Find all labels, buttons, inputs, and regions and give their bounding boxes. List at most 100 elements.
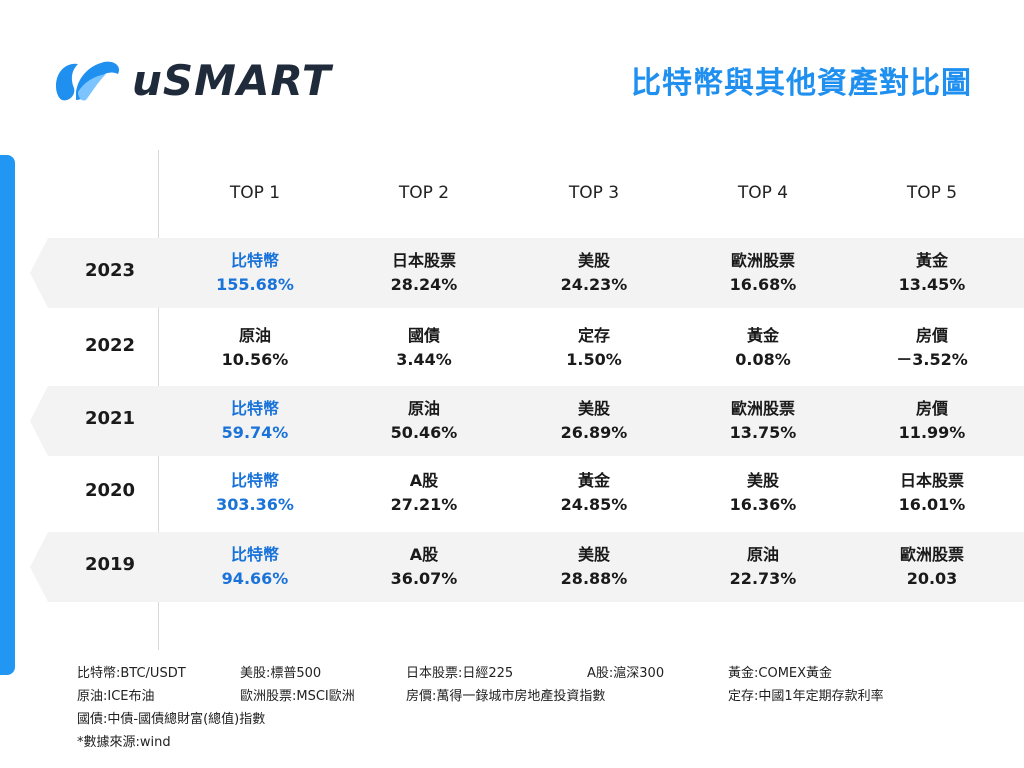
table-cell: A股 27.21%	[349, 469, 499, 517]
asset-name: 比特幣	[230, 251, 279, 270]
table-cell: 房價 －3.52%	[857, 324, 1007, 372]
asset-return: 24.23%	[560, 275, 628, 294]
asset-return: 13.45%	[898, 275, 966, 294]
asset-name: 歐洲股票	[899, 545, 964, 564]
asset-name: 比特幣	[230, 399, 279, 418]
asset-return: 50.46%	[390, 423, 458, 442]
asset-return: 22.73%	[729, 569, 797, 588]
table-cell: 歐洲股票 13.75%	[688, 397, 838, 445]
asset-name: 房價	[915, 399, 948, 418]
asset-return: 26.89%	[560, 423, 628, 442]
asset-name: 黃金	[915, 251, 948, 270]
page-title: 比特幣與其他資產對比圖	[631, 66, 972, 101]
asset-name: 歐洲股票	[730, 399, 795, 418]
table-cell: 歐洲股票 20.03	[857, 543, 1007, 591]
asset-name: 房價	[915, 326, 948, 345]
table-cell: 定存 1.50%	[519, 324, 669, 372]
table-row: 2019 比特幣 94.66% A股 36.07% 美股 28.88% 原油 22.73…	[0, 532, 1024, 602]
column-header: TOP 1	[229, 183, 281, 203]
table-cell: 原油 50.46%	[349, 397, 499, 445]
asset-name: 原油	[746, 545, 779, 564]
asset-name: A股	[409, 545, 439, 564]
asset-name: 定存	[577, 326, 610, 345]
asset-return: 28.24%	[390, 275, 458, 294]
asset-return: 36.07%	[390, 569, 458, 588]
column-header: TOP 5	[906, 183, 958, 203]
asset-name: 黃金	[577, 471, 610, 490]
row-year: 2022	[84, 335, 136, 356]
table-cell: 歐洲股票 16.68%	[688, 249, 838, 297]
footnote: A股:滬深300	[587, 666, 665, 681]
asset-return: 13.75%	[729, 423, 797, 442]
table-row: 2022 原油 10.56% 國債 3.44% 定存 1.50% 黃金 0.08% 房價…	[0, 313, 1024, 383]
asset-return: 28.88%	[560, 569, 628, 588]
row-year: 2023	[84, 260, 136, 281]
table-header: TOP 1 TOP 2 TOP 3 TOP 4 TOP 5	[0, 180, 1024, 208]
footnote: 比特幣:BTC/USDT	[77, 666, 186, 681]
row-year: 2020	[84, 480, 136, 501]
asset-name: 國債	[407, 326, 440, 345]
column-header: TOP 4	[737, 183, 789, 203]
table-row: 2021 比特幣 59.74% 原油 50.46% 美股 26.89% 歐洲股票 13.…	[0, 386, 1024, 456]
asset-name: 歐洲股票	[730, 251, 795, 270]
asset-return: 11.99%	[898, 423, 966, 442]
asset-return: 0.08%	[735, 350, 791, 369]
asset-name: 美股	[577, 251, 610, 270]
asset-name: 原油	[238, 326, 271, 345]
table-cell: 美股 28.88%	[519, 543, 669, 591]
footnote: 房價:萬得一錄城市房地產投資指數	[406, 689, 606, 704]
table-cell: 美股 24.23%	[519, 249, 669, 297]
column-header: TOP 2	[398, 183, 450, 203]
table-cell: 比特幣 94.66%	[180, 543, 330, 591]
asset-name: 美股	[577, 545, 610, 564]
footnote: 國債:中債-國債總財富(總值)指數	[77, 712, 266, 727]
asset-return: －3.52%	[896, 350, 968, 369]
table-cell: 比特幣 303.36%	[180, 469, 330, 517]
table-cell: 原油 22.73%	[688, 543, 838, 591]
table-cell: 比特幣 59.74%	[180, 397, 330, 445]
asset-name: 比特幣	[230, 471, 279, 490]
footnote: 原油:ICE布油	[77, 689, 155, 704]
table-cell: 黃金 24.85%	[519, 469, 669, 517]
asset-return: 27.21%	[390, 495, 458, 514]
asset-return: 20.03	[906, 569, 958, 588]
table-cell: 美股 26.89%	[519, 397, 669, 445]
table-cell: 房價 11.99%	[857, 397, 1007, 445]
asset-return: 303.36%	[216, 495, 294, 514]
table-cell: 比特幣 155.68%	[180, 249, 330, 297]
data-source-note: *數據來源:wind	[77, 735, 171, 750]
footnote: 黃金:COMEX黃金	[728, 666, 833, 681]
table-cell: 原油 10.56%	[180, 324, 330, 372]
footnote: 歐洲股票:MSCI歐洲	[240, 689, 355, 704]
asset-name: 美股	[577, 399, 610, 418]
footnote: 美股:標普500	[240, 666, 322, 681]
asset-name: A股	[409, 471, 439, 490]
table-cell: 國債 3.44%	[349, 324, 499, 372]
brand-logo: uSMART	[48, 52, 332, 108]
asset-return: 3.44%	[396, 350, 452, 369]
asset-return: 94.66%	[221, 569, 289, 588]
asset-name: 美股	[746, 471, 779, 490]
asset-return: 59.74%	[221, 423, 289, 442]
footnote: 日本股票:日經225	[406, 666, 514, 681]
asset-return: 16.01%	[898, 495, 966, 514]
table-cell: 黃金 0.08%	[688, 324, 838, 372]
asset-return: 16.68%	[729, 275, 797, 294]
column-header: TOP 3	[568, 183, 620, 203]
footnote: 定存:中國1年定期存款利率	[728, 689, 884, 704]
asset-return: 1.50%	[566, 350, 622, 369]
asset-name: 黃金	[746, 326, 779, 345]
table-cell: 日本股票 16.01%	[857, 469, 1007, 517]
table-cell: A股 36.07%	[349, 543, 499, 591]
asset-return: 10.56%	[221, 350, 289, 369]
table-cell: 黃金 13.45%	[857, 249, 1007, 297]
table-row: 2023 比特幣 155.68% 日本股票 28.24% 美股 24.23% 歐洲股票…	[0, 238, 1024, 308]
usmart-logo-icon	[56, 61, 120, 101]
asset-name: 日本股票	[899, 471, 964, 490]
row-year: 2021	[84, 408, 136, 429]
table-cell: 日本股票 28.24%	[349, 249, 499, 297]
table-row: 2020 比特幣 303.36% A股 27.21% 黃金 24.85% 美股 16.3…	[0, 458, 1024, 528]
asset-return: 155.68%	[216, 275, 294, 294]
asset-return: 16.36%	[729, 495, 797, 514]
row-year: 2019	[84, 554, 136, 575]
